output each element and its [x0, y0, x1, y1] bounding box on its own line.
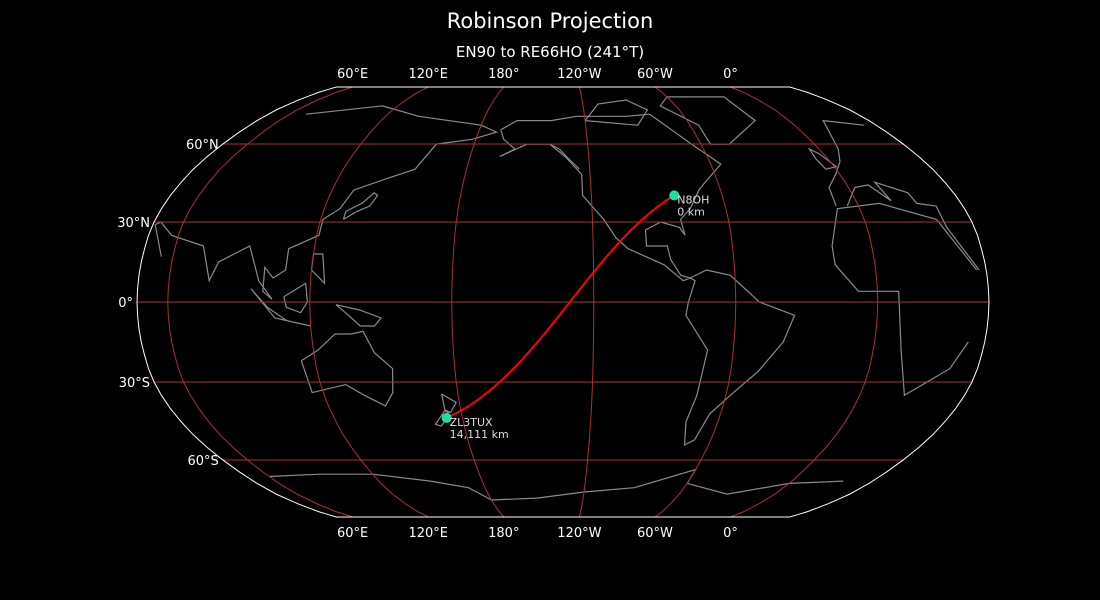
- map-outline: [136, 86, 990, 518]
- coastline: [441, 393, 457, 414]
- latitude-label: 60°S: [187, 454, 218, 469]
- top-longitude-label: 120°E: [408, 67, 448, 82]
- coastline: [154, 105, 980, 300]
- coastline: [659, 96, 757, 145]
- coastline: [499, 113, 722, 282]
- latitude-label: 0°: [118, 296, 133, 311]
- map-subtitle: EN90 to RE66HO (241°T): [455, 43, 645, 61]
- top-longitude-label: 120°W: [557, 67, 601, 82]
- coastline: [300, 330, 394, 407]
- station-distance-label: 14,111 km: [450, 428, 509, 441]
- bottom-longitude-label: 120°W: [557, 526, 601, 541]
- great-circle-route: [446, 194, 675, 419]
- coastline: [584, 99, 649, 126]
- bottom-longitude-label: 180°: [488, 526, 519, 541]
- bottom-longitude-label: 60°E: [337, 526, 368, 541]
- coastline: [283, 282, 309, 314]
- coastlines: [154, 96, 980, 501]
- bottom-longitude-label: 0°: [723, 526, 738, 541]
- top-longitude-label: 180°: [488, 67, 519, 82]
- axis-ticks: 60°E 120°E 180° 120°W 60°W 0° 60°E 120°E 180° 120…: [117, 67, 738, 541]
- top-longitude-label: 0°: [723, 67, 738, 82]
- latitude-label: 60°N: [186, 138, 219, 153]
- coastline: [549, 143, 580, 170]
- route-path: [446, 194, 675, 419]
- bottom-longitude-label: 120°E: [408, 526, 448, 541]
- graticule: [137, 87, 989, 517]
- coastline: [434, 410, 450, 427]
- coastline: [807, 147, 838, 170]
- coastline: [310, 253, 326, 285]
- coastline: [342, 192, 379, 220]
- coastline: [269, 468, 844, 501]
- coastline: [335, 304, 383, 327]
- latitude-label: 30°S: [119, 376, 150, 391]
- map-title: Robinson Projection: [446, 9, 654, 33]
- coastline: [683, 269, 796, 447]
- coastline: [250, 288, 311, 327]
- station-call-label: ZL3TUX: [450, 416, 493, 429]
- coastline: [831, 202, 978, 397]
- station-distance-label: 0 km: [677, 205, 705, 218]
- latitude-label: 30°N: [117, 216, 150, 231]
- station-call-label: N8OH: [677, 193, 709, 206]
- top-longitude-label: 60°E: [337, 67, 368, 82]
- top-longitude-label: 60°W: [637, 67, 673, 82]
- bottom-longitude-label: 60°W: [637, 526, 673, 541]
- station-marker[interactable]: [669, 190, 680, 201]
- station-marker[interactable]: [441, 412, 452, 423]
